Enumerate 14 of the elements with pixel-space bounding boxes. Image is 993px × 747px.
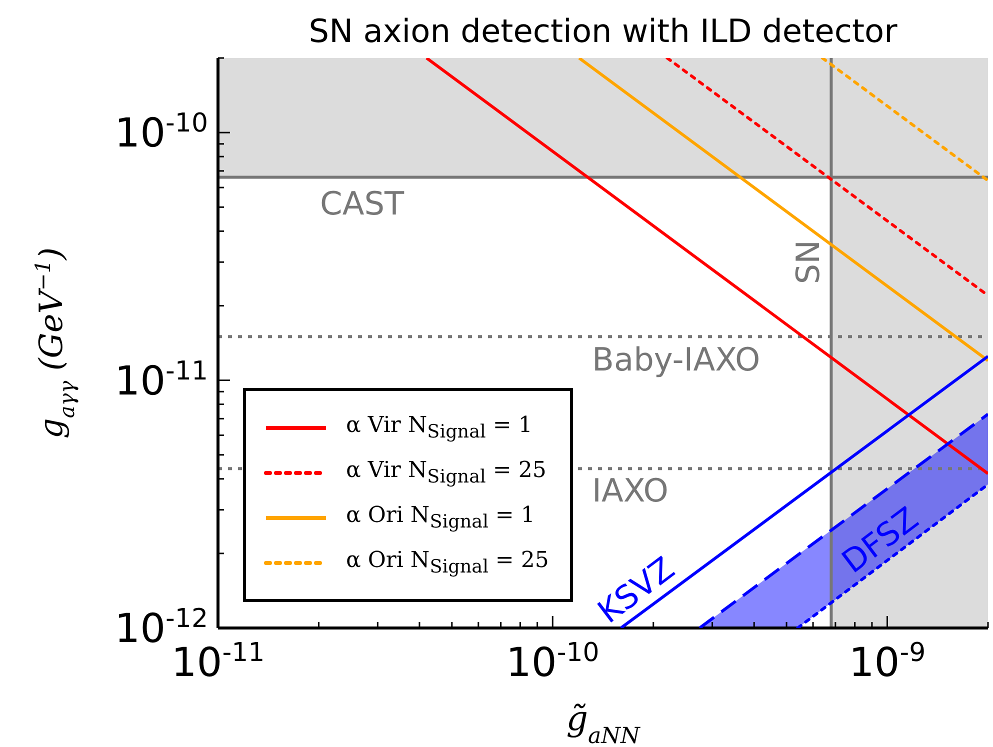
ref-line-label: Baby-IAXO bbox=[592, 340, 760, 379]
legend-label: α Ori N$_{Signal}$ = 1 bbox=[346, 502, 535, 532]
chart-title: SN axion detection with ILD detector bbox=[308, 12, 898, 50]
legend-label: α Vir N$_{Signal}$ = 25 bbox=[346, 458, 546, 488]
ref-line-label: CAST bbox=[320, 184, 405, 222]
ref-line-label: IAXO bbox=[592, 472, 668, 510]
x-axis-title: g̃$_{aNN}$ bbox=[566, 699, 640, 747]
legend-label: α Vir N$_{Signal}$ = 1 bbox=[346, 412, 532, 442]
y-tick-label: 10$^{-11}$ bbox=[114, 356, 208, 404]
x-tick-label: 10$^{-9}$ bbox=[848, 638, 926, 686]
ref-line-label: SN bbox=[789, 240, 828, 284]
x-tick-label: 10$^{-10}$ bbox=[506, 638, 600, 686]
legend-label: α Ori N$_{Signal}$ = 25 bbox=[346, 548, 549, 578]
y-tick-label: 10$^{-10}$ bbox=[114, 108, 208, 157]
